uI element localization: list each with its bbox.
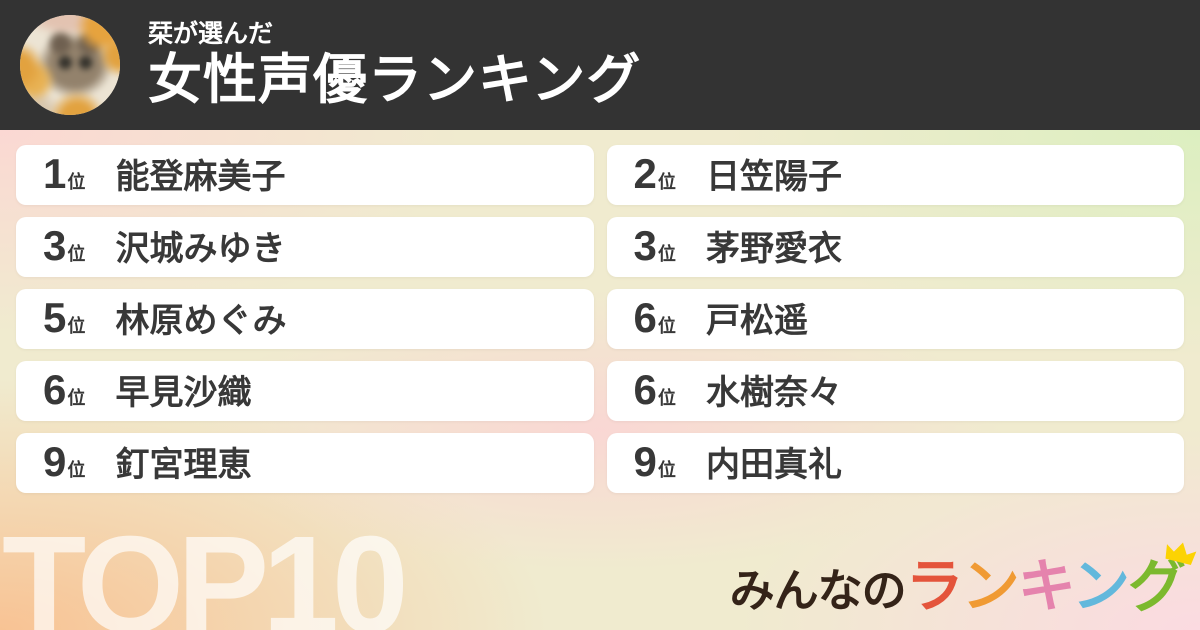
rank-number: 6 [633, 294, 657, 341]
voice-actress-name: 釘宮理恵 [115, 446, 252, 484]
voice-actress-name: 水樹奈々 [705, 374, 842, 412]
voice-actress-name: 早見沙織 [115, 374, 252, 412]
cat-photo-avatar [20, 15, 120, 115]
rank-number: 5 [43, 294, 67, 341]
rank-suffix: 位 [67, 460, 86, 480]
voice-actress-name: 戸松遥 [705, 302, 808, 340]
rank-suffix: 位 [67, 388, 86, 408]
voice-actress-name: 沢城みゆき [115, 230, 286, 268]
rank-number: 6 [633, 366, 657, 413]
voice-actress-name: 茅野愛衣 [705, 230, 842, 268]
rank-number: 3 [633, 222, 657, 269]
rank-suffix: 位 [67, 316, 86, 336]
brand-logo: みんなの ランキング [729, 542, 1197, 616]
rank-suffix: 位 [67, 172, 86, 192]
rank-number: 1 [43, 150, 67, 197]
voice-actress-name: 日笠陽子 [705, 158, 842, 196]
rank-suffix: 位 [657, 316, 676, 336]
voice-actress-name: 内田真礼 [705, 446, 842, 484]
rank-suffix: 位 [657, 388, 676, 408]
rank-number: 6 [43, 366, 67, 413]
rank-suffix: 位 [657, 244, 676, 264]
brand-word: ランキング [906, 542, 1197, 616]
header: 栞が選んだ 女性声優ランキング [0, 0, 1200, 130]
rank-suffix: 位 [67, 244, 86, 264]
rank-number: 3 [43, 222, 67, 269]
rank-number: 9 [633, 438, 657, 485]
voice-actress-name: 林原めぐみ [115, 302, 287, 340]
page-title: 女性声優ランキング [148, 50, 642, 111]
rank-suffix: 位 [657, 172, 676, 192]
rank-suffix: 位 [657, 460, 676, 480]
ranking-author-subtitle: 栞が選んだ [148, 20, 274, 49]
voice-actress-name: 能登麻美子 [115, 158, 286, 196]
avatar [20, 15, 120, 115]
rank-number: 2 [633, 150, 657, 197]
brand-prefix: みんなの [729, 565, 907, 616]
rank-number: 9 [43, 438, 67, 485]
crown-icon [1165, 542, 1197, 565]
top10-watermark: TOP10 [2, 508, 409, 630]
header-text: 栞が選んだ 女性声優ランキング [148, 19, 641, 111]
